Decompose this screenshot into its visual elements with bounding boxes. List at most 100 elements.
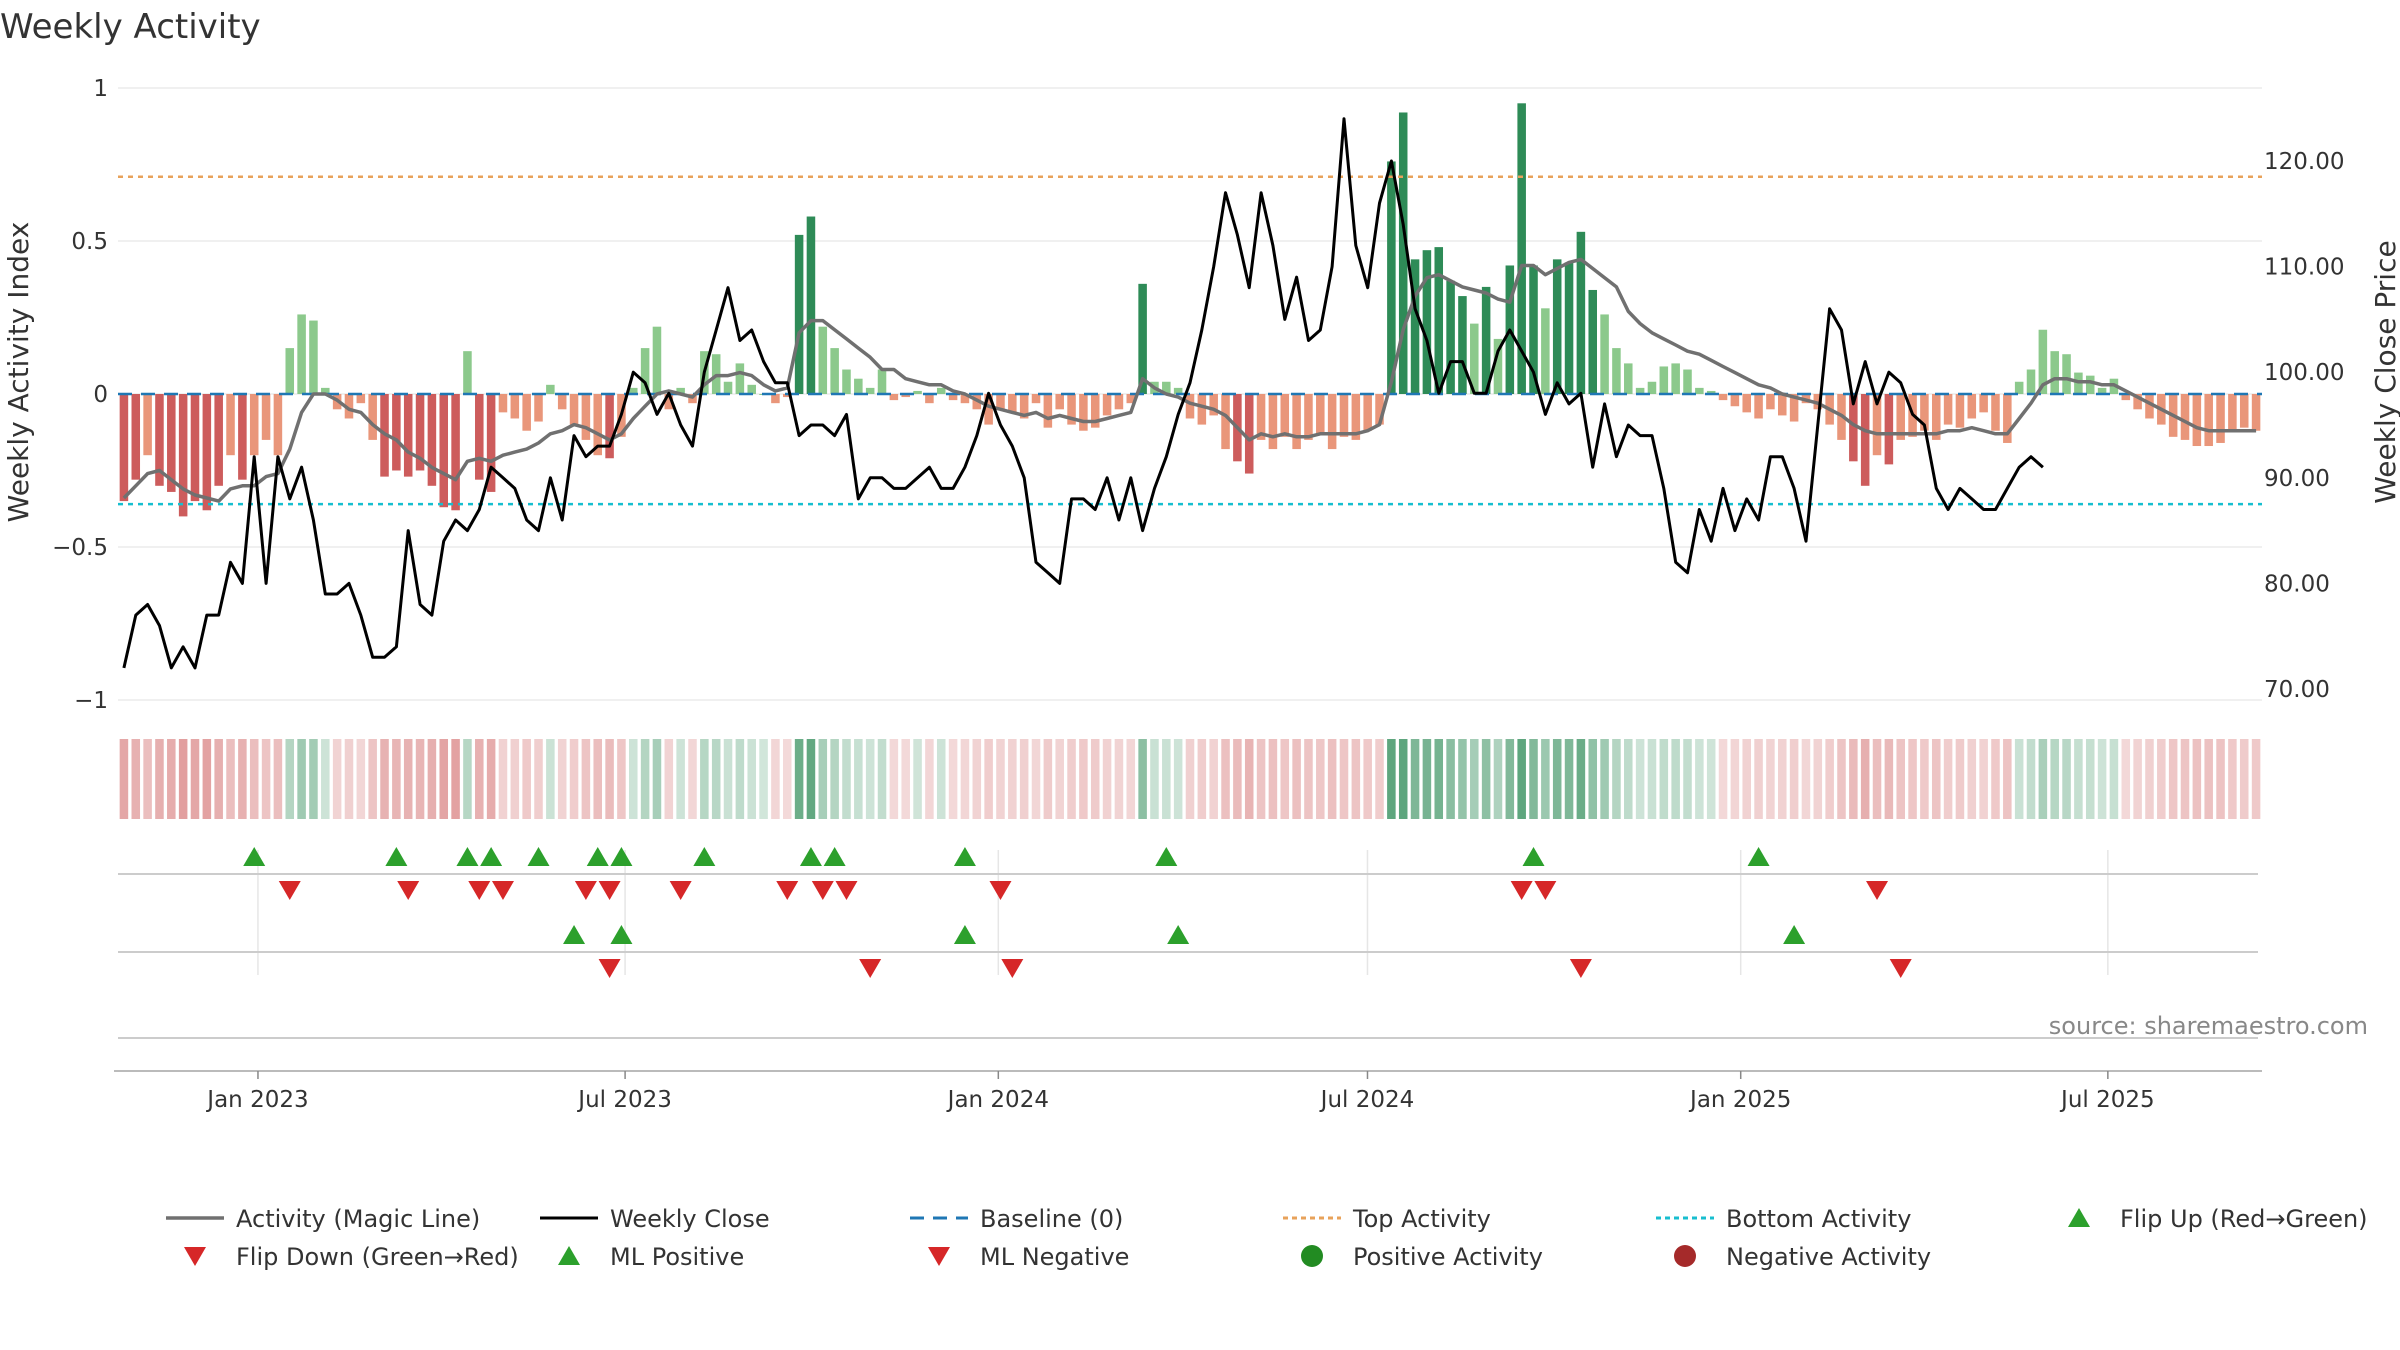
activity-bar (1339, 394, 1349, 437)
activity-bar (723, 381, 733, 394)
flip-down-marker (1510, 881, 1533, 900)
activity-bar (178, 394, 188, 517)
strip-cell (1434, 739, 1444, 819)
strip-cell (1517, 739, 1526, 819)
activity-bar (842, 369, 851, 394)
activity-bar (1292, 394, 1301, 450)
strip-cell (1635, 739, 1645, 819)
activity-bar (1979, 394, 1988, 413)
strip-cell (2003, 739, 2012, 819)
strip-cell (877, 739, 887, 819)
activity-bar (119, 394, 129, 502)
strip-cell (1860, 739, 1870, 819)
legend-label: Flip Up (Red→Green) (2120, 1205, 2368, 1233)
activity-bar (510, 394, 520, 419)
activity-bar (1351, 394, 1361, 440)
activity-bar (1446, 280, 1455, 394)
activity-bar (2121, 394, 2131, 401)
strip-cell (155, 739, 164, 819)
flip-down-marker (574, 881, 597, 900)
activity-bar (1564, 262, 1574, 394)
activity-bar (202, 394, 212, 511)
flip-down-marker (669, 881, 692, 900)
strip-cell (1813, 739, 1823, 819)
strip-cell (392, 739, 401, 819)
strip-cell (1730, 739, 1740, 819)
strip-cell (747, 739, 756, 819)
activity-bar (2026, 369, 2036, 394)
strip-cell (1244, 739, 1254, 819)
strip-cell (498, 739, 508, 819)
left-y-tick-label: −1 (74, 688, 108, 714)
legend-item-bottom: Bottom Activity (1656, 1205, 1911, 1233)
strip-cell (1387, 739, 1396, 819)
strip-cell (593, 739, 602, 819)
strip-cell (1967, 739, 1977, 819)
activity-bar (984, 394, 993, 425)
strip-cell (1043, 739, 1053, 819)
left-y-tick-label: −0.5 (52, 535, 108, 561)
strip-cell (427, 739, 437, 819)
activity-bar (1943, 394, 1953, 425)
strip-cell (1541, 739, 1550, 819)
strip-cell (605, 739, 614, 819)
left-y-axis-ticks: 1 0.5 0 −0.5 −1 (52, 76, 108, 714)
activity-bar (1031, 394, 1041, 404)
activity-bar (1541, 308, 1550, 394)
ml-positive-marker (953, 925, 976, 944)
strip-cell (557, 739, 567, 819)
activity-bar (2014, 381, 2024, 394)
activity-bar (771, 394, 780, 404)
activity-bar (226, 394, 235, 456)
strip-cell (1019, 739, 1029, 819)
activity-bar (1576, 231, 1586, 394)
flip-up-marker (243, 847, 266, 866)
activity-bar (403, 394, 413, 477)
activity-bar (1280, 394, 1290, 437)
legend-label: Bottom Activity (1726, 1205, 1911, 1233)
strip-cell (1576, 739, 1586, 819)
strip-cell (2121, 739, 2131, 819)
activity-bar (1162, 381, 1171, 394)
activity-bar (368, 394, 377, 440)
strip-cell (913, 739, 922, 819)
legend-item-baseline: Baseline (0) (910, 1205, 1123, 1233)
activity-bar (629, 387, 638, 394)
activity-bar (1789, 394, 1799, 422)
right-y-tick-label: 100.00 (2264, 360, 2344, 386)
strip-cell (486, 739, 496, 819)
activity-bar (356, 394, 366, 404)
activity-bar (1896, 394, 1905, 440)
strip-cell (1624, 739, 1633, 819)
flip-down-marker (598, 881, 621, 900)
strip-cell (403, 739, 413, 819)
strip-cell (1695, 739, 1704, 819)
strip-cell (1079, 739, 1088, 819)
strip-cell (1067, 739, 1076, 819)
strip-cell (889, 739, 899, 819)
strip-cell (1564, 739, 1574, 819)
activity-bar (2062, 354, 2071, 394)
signal-markers (243, 847, 1912, 978)
strip-cell (1173, 739, 1183, 819)
strip-cell (344, 739, 354, 819)
activity-bar (309, 320, 318, 394)
activity-bar (1600, 314, 1609, 394)
strip-cell (356, 739, 366, 819)
activity-bar (1304, 394, 1313, 440)
activity-bar (2228, 394, 2237, 431)
strip-cell (617, 739, 626, 819)
strip-cell (1493, 739, 1503, 819)
strip-cell (2097, 739, 2107, 819)
strip-cell (1008, 739, 1017, 819)
activity-bar (676, 387, 685, 394)
strip-cell (2014, 739, 2024, 819)
activity-bar (1706, 390, 1716, 394)
right-y-tick-label: 80.00 (2264, 571, 2330, 597)
strip-cell (1031, 739, 1041, 819)
flip-down-marker (1866, 881, 1889, 900)
ml-positive-marker (563, 925, 586, 944)
activity-bar (1185, 394, 1195, 419)
strip-cell (1304, 739, 1313, 819)
activity-bar (1316, 394, 1325, 434)
